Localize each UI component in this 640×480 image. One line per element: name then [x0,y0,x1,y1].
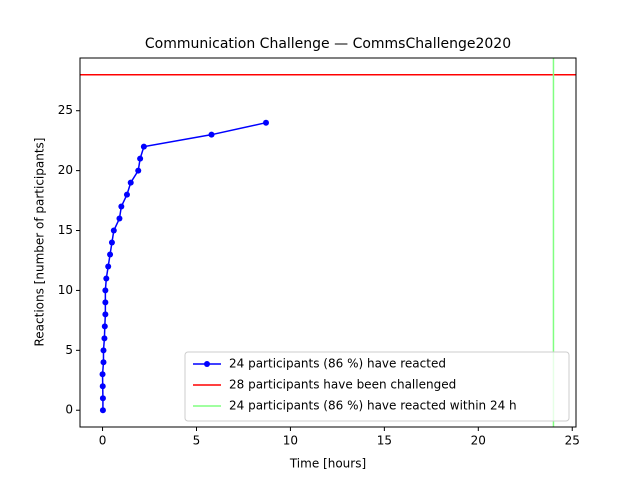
data-point [107,251,114,258]
data-point [100,359,107,366]
chart-title: Communication Challenge — CommsChallenge… [145,36,511,52]
data-point [263,119,269,126]
data-point [101,323,108,330]
legend-label: 28 participants have been challenged [229,378,456,392]
y-tick-label: 0 [65,403,73,417]
data-point [137,155,144,162]
x-tick-label: 5 [193,434,201,448]
x-tick-label: 15 [377,434,392,448]
y-tick-label: 20 [58,163,73,177]
legend-box [184,351,570,422]
data-point [123,191,130,198]
data-point [102,287,109,294]
data-point [110,227,117,234]
data-point [105,263,112,270]
legend-label: 24 participants (86 %) have reacted [229,357,446,371]
x-axis-label: Time [hours] [289,457,366,471]
x-tick-label: 20 [471,434,486,448]
data-point [118,203,125,210]
legend-marker [204,361,210,367]
x-tick-label: 0 [99,434,107,448]
y-tick-label: 15 [58,223,73,237]
data-point [127,179,134,186]
data-point [140,143,147,150]
x-tick-label: 25 [565,434,580,448]
y-axis-label: Reactions [number of participants] [33,138,47,347]
y-tick-label: 10 [58,283,73,297]
y-tick-label: 25 [58,103,73,117]
data-point [208,131,215,138]
data-point [103,275,110,282]
data-point [108,239,115,246]
legend: 24 participants (86 %) have reacted 28 pa… [184,351,570,422]
data-point [99,371,106,378]
data-point [99,407,106,414]
data-point [99,395,106,402]
x-tick-label: 10 [283,434,298,448]
data-point [102,311,109,318]
legend-label: 24 participants (86 %) have reacted with… [229,399,517,413]
data-point [99,383,106,390]
data-point [100,347,107,354]
plot-frame [79,57,577,428]
y-tick-label: 5 [65,343,73,357]
data-point [135,167,142,174]
data-point [101,335,108,342]
data-point [116,215,123,222]
data-point [102,299,109,306]
